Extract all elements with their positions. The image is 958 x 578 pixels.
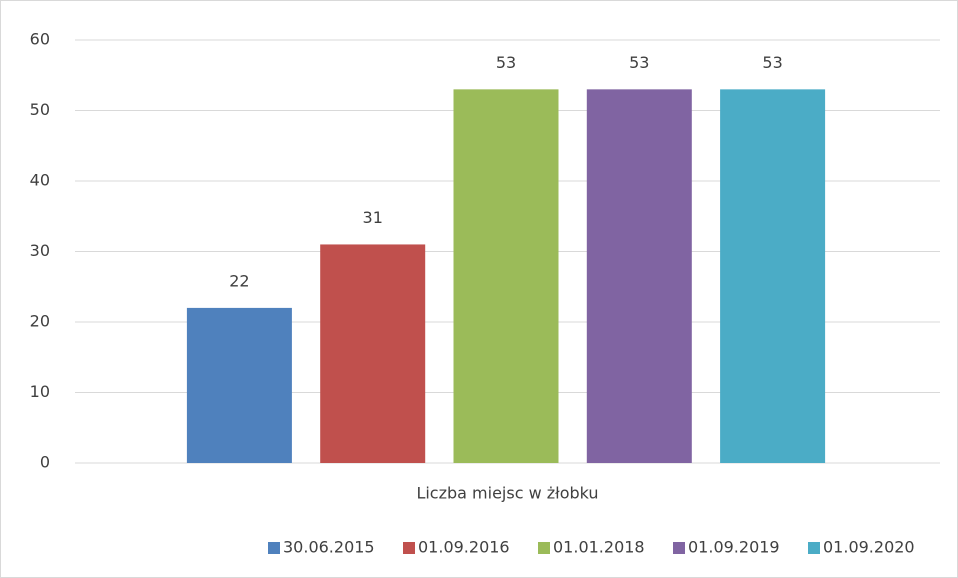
legend-label: 01.09.2020 xyxy=(823,538,915,557)
y-tick-label: 60 xyxy=(30,30,50,49)
legend-swatch xyxy=(673,542,685,554)
legend-label: 01.09.2016 xyxy=(418,538,510,557)
legend-swatch xyxy=(808,542,820,554)
bar xyxy=(720,89,826,463)
bar xyxy=(320,244,426,463)
data-label: 53 xyxy=(629,53,649,72)
y-tick-label: 50 xyxy=(30,100,50,119)
legend-swatch xyxy=(268,542,280,554)
bar xyxy=(453,89,559,463)
y-tick-label: 40 xyxy=(30,171,50,190)
y-tick-label: 10 xyxy=(30,382,50,401)
bar xyxy=(186,307,292,463)
y-tick-label: 0 xyxy=(40,453,50,472)
data-label: 53 xyxy=(762,53,782,72)
legend-swatch xyxy=(403,542,415,554)
data-label: 31 xyxy=(363,208,383,227)
legend-label: 30.06.2015 xyxy=(283,538,375,557)
data-label: 53 xyxy=(496,53,516,72)
bar xyxy=(586,89,692,463)
legend-label: 01.01.2018 xyxy=(553,538,645,557)
y-tick-label: 30 xyxy=(30,241,50,260)
data-label: 22 xyxy=(229,271,249,290)
x-tick-label: Liczba miejsc w żłobku xyxy=(416,484,598,503)
legend-swatch xyxy=(538,542,550,554)
y-tick-label: 20 xyxy=(30,312,50,331)
legend-label: 01.09.2019 xyxy=(688,538,780,557)
